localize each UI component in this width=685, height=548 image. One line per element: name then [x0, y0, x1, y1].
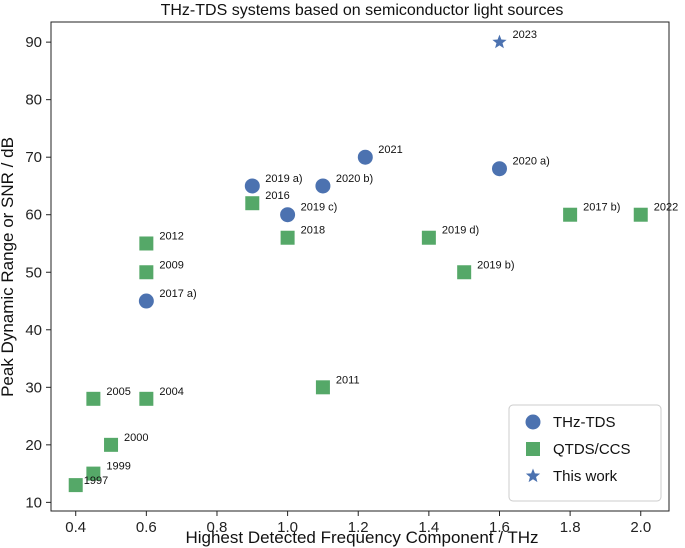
y-tick-label: 30 — [25, 379, 42, 396]
point-label: 2017 b) — [583, 202, 620, 214]
data-point-circle — [280, 207, 296, 223]
point-label: 2011 — [336, 374, 360, 386]
point-label: 2016 — [265, 190, 289, 202]
y-tick-label: 10 — [25, 494, 42, 511]
plot-area — [50, 21, 670, 512]
x-tick-label: 0.8 — [207, 519, 228, 536]
data-point-circle — [315, 178, 331, 194]
data-point-square — [633, 207, 648, 222]
legend-label: QTDS/CCS — [553, 441, 631, 458]
legend-label: This work — [553, 468, 618, 485]
point-label: 2023 — [512, 29, 536, 41]
data-point-square — [457, 265, 472, 280]
point-label: 2017 a) — [159, 288, 196, 300]
y-tick-label: 90 — [25, 34, 42, 51]
point-label: 2021 — [378, 144, 402, 156]
data-point-circle — [138, 293, 154, 309]
data-point-square — [86, 391, 101, 406]
legend-label: THz-TDS — [553, 414, 616, 431]
data-point-circle — [357, 149, 373, 165]
x-tick-label: 1.6 — [489, 519, 510, 536]
point-label: 2020 a) — [512, 156, 549, 168]
x-tick-label: 0.4 — [65, 519, 86, 536]
point-annotations: 2017 a) 2019 a) 2019 c) 2020 b) 2021 2020 a) 1… — [84, 29, 679, 487]
y-axis-label: Peak Dynamic Range or SNR / dB — [0, 137, 17, 397]
point-label: 2018 — [301, 225, 325, 237]
point-label: 2019 d) — [442, 225, 479, 237]
point-label: 2009 — [159, 259, 183, 271]
y-tick-label: 50 — [25, 264, 42, 281]
x-tick-label: 1.2 — [348, 519, 369, 536]
axis-ticks: 0.4 0.6 0.8 1.0 1.2 1.4 1.6 1.8 2.0 10 20 30 40 50 60 7… — [25, 34, 651, 536]
x-tick-label: 1.4 — [418, 519, 439, 536]
y-tick-label: 60 — [25, 207, 42, 224]
y-tick-label: 70 — [25, 149, 42, 166]
data-point-square — [86, 466, 101, 481]
point-label: 2019 b) — [477, 259, 514, 271]
data-point-circle — [244, 178, 260, 194]
x-tick-label: 2.0 — [630, 519, 651, 536]
x-axis-label: Highest Detected Frequency Component / T… — [185, 528, 538, 547]
data-point-square — [280, 230, 295, 245]
point-label: 1999 — [106, 461, 130, 473]
point-label: 2005 — [106, 386, 130, 398]
data-point-square — [139, 391, 154, 406]
point-label: 2004 — [159, 386, 183, 398]
data-point-circle — [491, 161, 507, 177]
data-point-square — [245, 196, 260, 211]
data-point-square — [139, 265, 154, 280]
data-point-square — [563, 207, 578, 222]
data-points — [68, 34, 648, 493]
data-point-square — [139, 236, 154, 251]
y-tick-label: 80 — [25, 92, 42, 109]
data-point-square — [315, 380, 330, 395]
data-point-square — [421, 230, 436, 245]
legend-marker-circle — [525, 414, 541, 430]
legend-box — [508, 404, 662, 502]
y-tick-label: 20 — [25, 437, 42, 454]
point-label: 2012 — [159, 230, 183, 242]
point-label: 2019 a) — [265, 173, 302, 185]
point-label: 2022 — [654, 202, 678, 214]
point-label: 2020 b) — [336, 173, 373, 185]
data-point-square — [104, 437, 119, 452]
x-tick-label: 1.0 — [277, 519, 298, 536]
x-tick-label: 1.8 — [560, 519, 581, 536]
legend: THz-TDS QTDS/CCS This work — [508, 404, 662, 502]
point-label: 2019 c) — [301, 202, 338, 214]
data-point-square — [68, 478, 83, 493]
point-label: 2000 — [124, 432, 148, 444]
x-tick-label: 0.6 — [136, 519, 157, 536]
legend-marker-square — [526, 442, 540, 456]
legend-marker-star — [525, 468, 541, 483]
y-tick-label: 40 — [25, 322, 42, 339]
point-label: 1997 — [84, 475, 108, 487]
chart-title: THz-TDS systems based on semiconductor l… — [161, 2, 564, 19]
data-point-star — [492, 34, 507, 49]
